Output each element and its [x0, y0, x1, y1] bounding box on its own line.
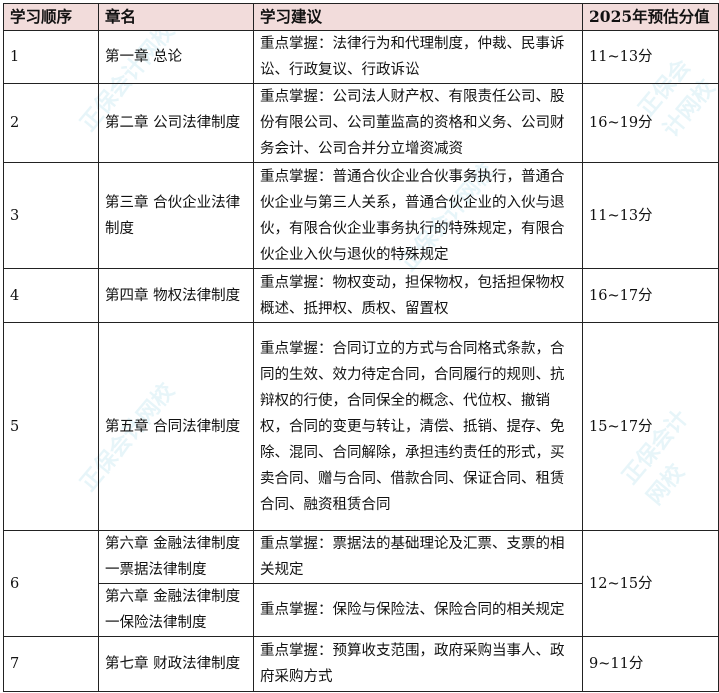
order-cell: 6: [3, 530, 99, 637]
score-cell: 15~17分: [582, 322, 719, 531]
chapter-cell: 第六章 金融法律制度一票据法律制度: [98, 530, 254, 584]
score-cell: 9~11分: [582, 636, 719, 692]
table-row: 2 第二章 公司法律制度 重点掌握：公司法人财产权、有限责任公司、股份有限公司、…: [3, 83, 719, 163]
score-cell: 11~13分: [582, 162, 719, 269]
chapter-cell: 第三章 合伙企业法律制度: [98, 162, 254, 269]
advice-cell: 重点掌握：普通合伙企业合伙事务执行，普通合伙企业与第三人关系，普通合伙企业的入伙…: [253, 162, 583, 269]
table-row: 6 第六章 金融法律制度一票据法律制度 重点掌握：票据法的基础理论及汇票、支票的…: [3, 530, 719, 637]
table-row: 4 第四章 物权法律制度 重点掌握：物权变动，担保物权，包括担保物权概述、抵押权…: [3, 268, 719, 323]
chapter-cell: 第六章 金融法律制度一保险法律制度: [98, 583, 254, 637]
header-score: 2025年预估分值: [582, 3, 719, 31]
chapter-cell: 第二章 公司法律制度: [98, 83, 254, 163]
score-cell: 12~15分: [582, 530, 719, 637]
order-cell: 1: [3, 30, 99, 84]
order-cell: 4: [3, 268, 99, 323]
score-cell: 16~19分: [582, 83, 719, 163]
order-cell: 7: [3, 636, 99, 692]
chapter-cell: 第四章 物权法律制度: [98, 268, 254, 323]
advice-cell: 重点掌握：公司法人财产权、有限责任公司、股份有限公司、公司董监高的资格和义务、公…: [253, 83, 583, 163]
study-plan-table: 学习顺序 章名 学习建议 2025年预估分值 1 第一章 总论 重点掌握：法律行…: [3, 3, 719, 692]
chapter-cell: 第五章 合同法律制度: [98, 322, 254, 531]
table-row: 3 第三章 合伙企业法律制度 重点掌握：普通合伙企业合伙事务执行，普通合伙企业与…: [3, 162, 719, 269]
table-row: 1 第一章 总论 重点掌握：法律行为和代理制度，仲裁、民事诉讼、行政复议、行政诉…: [3, 30, 719, 84]
header-order: 学习顺序: [3, 3, 99, 31]
table-row: 7 第七章 财政法律制度 重点掌握：预算收支范围，政府采购当事人、政府采购方式 …: [3, 636, 719, 692]
advice-cell: 重点掌握：票据法的基础理论及汇票、支票的相关规定: [253, 530, 583, 584]
advice-cell: 重点掌握：保险与保险法、保险合同的相关规定: [253, 583, 583, 637]
order-cell: 3: [3, 162, 99, 269]
chapter-cell: 第一章 总论: [98, 30, 254, 84]
chapter-cell: 第七章 财政法律制度: [98, 636, 254, 692]
advice-cell: 重点掌握：法律行为和代理制度，仲裁、民事诉讼、行政复议、行政诉讼: [253, 30, 583, 84]
order-cell: 5: [3, 322, 99, 531]
order-cell: 2: [3, 83, 99, 163]
advice-cell: 重点掌握：物权变动，担保物权，包括担保物权概述、抵押权、质权、留置权: [253, 268, 583, 323]
table-row: 5 第五章 合同法律制度 重点掌握：合同订立的方式与合同格式条款，合同的生效、效…: [3, 322, 719, 531]
score-cell: 16~17分: [582, 268, 719, 323]
advice-cell: 重点掌握：合同订立的方式与合同格式条款，合同的生效、效力待定合同，合同履行的规则…: [253, 322, 583, 531]
table-row: 第六章 金融法律制度一保险法律制度 重点掌握：保险与保险法、保险合同的相关规定: [4, 583, 719, 637]
score-cell: 11~13分: [582, 30, 719, 84]
header-chapter: 章名: [98, 3, 254, 31]
header-advice: 学习建议: [253, 3, 583, 31]
table-header-row: 学习顺序 章名 学习建议 2025年预估分值: [3, 3, 719, 31]
advice-cell: 重点掌握：预算收支范围，政府采购当事人、政府采购方式: [253, 636, 583, 692]
